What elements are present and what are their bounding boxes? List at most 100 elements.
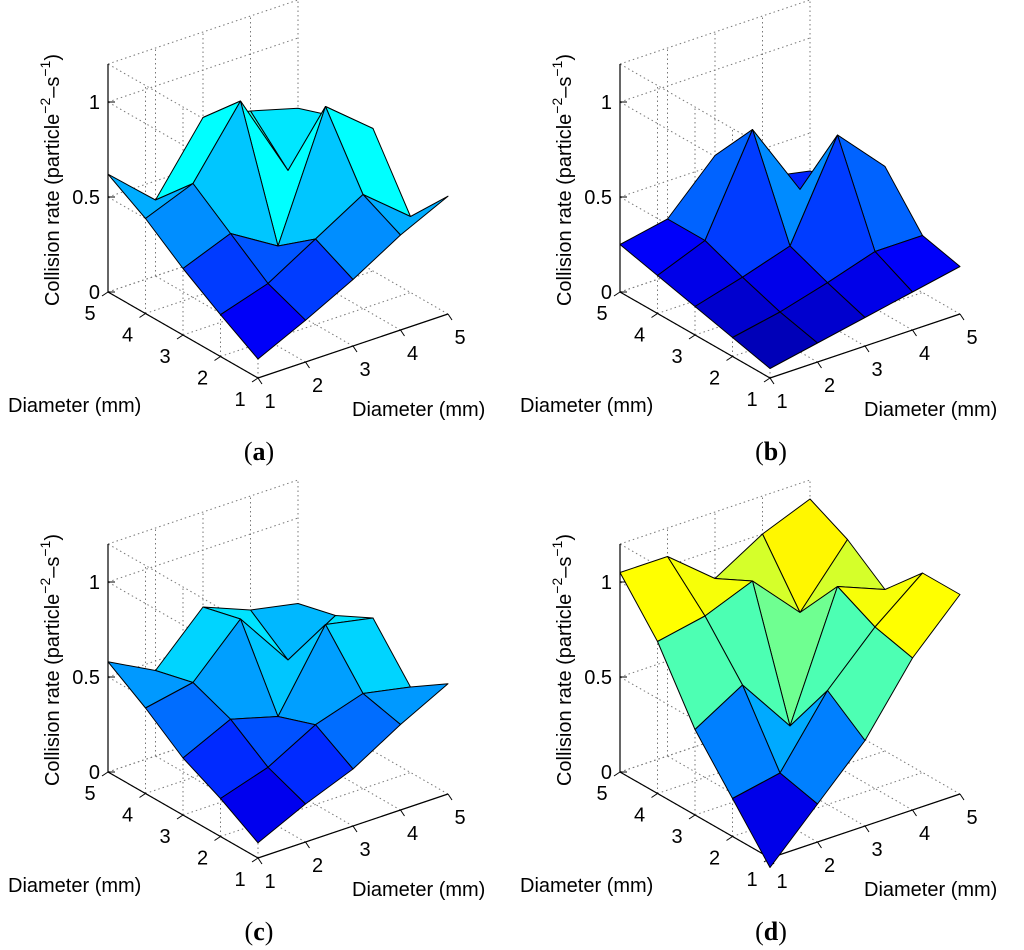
x-tick-label: 1	[264, 391, 275, 413]
x-tick-mark	[447, 313, 453, 321]
y-tick-label: 5	[596, 783, 607, 805]
z-tick-label: 0	[89, 762, 100, 784]
x-tick-mark	[912, 809, 917, 817]
y-tick-mark	[139, 313, 146, 318]
axis-lines	[613, 544, 965, 865]
y-tick-label: 2	[197, 848, 208, 870]
x-tick-mark	[817, 841, 822, 849]
y-axis-label: Diameter (mm)	[520, 875, 653, 897]
y-tick-label: 2	[709, 368, 720, 390]
y-tick-mark	[139, 793, 146, 798]
surface-face	[220, 283, 306, 360]
y-tick-label: 3	[159, 826, 170, 848]
y-tick-label: 2	[197, 368, 208, 390]
x-tick-mark	[257, 377, 263, 385]
panel-label: (d)	[755, 917, 787, 946]
y-tick-label: 1	[746, 389, 757, 411]
x-tick-mark	[959, 313, 965, 321]
y-tick-label: 2	[709, 848, 720, 870]
x-tick-mark	[257, 857, 263, 865]
surface	[107, 100, 449, 360]
x-tick-label: 1	[264, 871, 275, 893]
x-axis-label: Diameter (mm)	[864, 399, 997, 421]
x-axis-label: Diameter (mm)	[352, 879, 485, 901]
panel-label: (a)	[244, 437, 274, 466]
grid-line	[107, 543, 259, 631]
z-tick-label: 0	[601, 282, 612, 304]
x-tick-label: 3	[359, 359, 370, 381]
grid-line	[619, 63, 771, 151]
tick-labels: 0 0.5 1 1 2 3 4 5 1 2 3 4 5	[584, 92, 977, 413]
z-tick-label: 0.5	[584, 187, 612, 209]
panel-label: (c)	[245, 917, 274, 946]
z-axis-label: Collision rate (particle−2–s−1)	[549, 534, 576, 786]
axis-lines	[613, 64, 965, 385]
y-tick-label: 1	[746, 869, 757, 891]
y-axis-label: Diameter (mm)	[8, 395, 141, 417]
y-axis-label: Diameter (mm)	[520, 395, 653, 417]
x-tick-label: 5	[454, 327, 465, 349]
x-tick-mark	[864, 345, 870, 353]
panel-a: 0 0.5 1 1 2 3 4 5 1 2 3 4 5 Diameter (mm…	[8, 0, 485, 466]
x-tick-mark	[447, 793, 453, 801]
z-axis-label: Collision rate (particle−2–s−1)	[37, 534, 64, 786]
z-tick-label: 1	[89, 572, 100, 594]
y-tick-mark	[613, 291, 621, 297]
y-axis-label: Diameter (mm)	[8, 875, 141, 897]
grid-line	[107, 479, 299, 545]
x-tick-label: 5	[454, 807, 465, 829]
grid-line	[107, 101, 259, 189]
grid-line	[220, 292, 411, 357]
z-tick-label: 1	[601, 92, 612, 114]
grid-line	[220, 772, 411, 837]
axis-lines	[101, 64, 453, 385]
y-tick-mark	[176, 814, 184, 820]
y-tick-label: 5	[84, 303, 95, 325]
z-tick-label: 1	[601, 572, 612, 594]
x-axis-label: Diameter (mm)	[352, 399, 485, 421]
panel-d: 0 0.5 1 1 2 3 4 5 1 2 3 4 5 Diameter (mm…	[520, 479, 997, 946]
x-tick-mark	[352, 345, 358, 353]
x-tick-mark	[400, 329, 405, 337]
z-tick-label: 0	[89, 282, 100, 304]
y-tick-mark	[688, 814, 696, 820]
x-tick-mark	[305, 361, 310, 369]
y-tick-mark	[214, 836, 221, 841]
y-tick-mark	[763, 377, 771, 383]
y-tick-label: 4	[634, 325, 645, 347]
x-tick-mark	[769, 377, 775, 385]
grid-line	[619, 101, 771, 189]
x-tick-label: 4	[919, 823, 930, 845]
y-tick-mark	[251, 857, 259, 863]
y-tick-mark	[101, 291, 109, 297]
y-tick-mark	[101, 771, 109, 777]
x-tick-label: 1	[776, 391, 787, 413]
x-tick-label: 2	[312, 375, 323, 397]
y-tick-mark	[251, 377, 259, 383]
tick-labels: 0 0.5 1 1 2 3 4 5 1 2 3 4 5	[584, 572, 977, 893]
surface-face	[220, 766, 306, 844]
surface-face	[732, 311, 818, 369]
tick-labels: 0 0.5 1 1 2 3 4 5 1 2 3 4 5	[72, 572, 465, 893]
y-tick-mark	[688, 334, 696, 340]
grid-line	[107, 37, 299, 103]
panel-label: (b)	[755, 437, 787, 466]
x-tick-mark	[959, 793, 965, 801]
y-tick-mark	[726, 836, 733, 841]
x-tick-mark	[305, 841, 310, 849]
x-tick-mark	[400, 809, 405, 817]
tick-labels: 0 0.5 1 1 2 3 4 5 1 2 3 4 5	[72, 92, 465, 413]
y-tick-mark	[726, 356, 733, 361]
y-tick-mark	[613, 771, 621, 777]
x-tick-mark	[912, 329, 917, 337]
grid-line	[107, 63, 259, 151]
y-tick-label: 3	[671, 826, 682, 848]
z-tick-label: 0.5	[72, 667, 100, 689]
axis-lines	[101, 544, 453, 865]
y-tick-mark	[214, 356, 221, 361]
grid-line	[619, 479, 811, 545]
grid-line	[107, 581, 259, 669]
x-tick-label: 4	[407, 823, 418, 845]
grid-line	[619, 0, 811, 65]
x-tick-label: 4	[407, 343, 418, 365]
